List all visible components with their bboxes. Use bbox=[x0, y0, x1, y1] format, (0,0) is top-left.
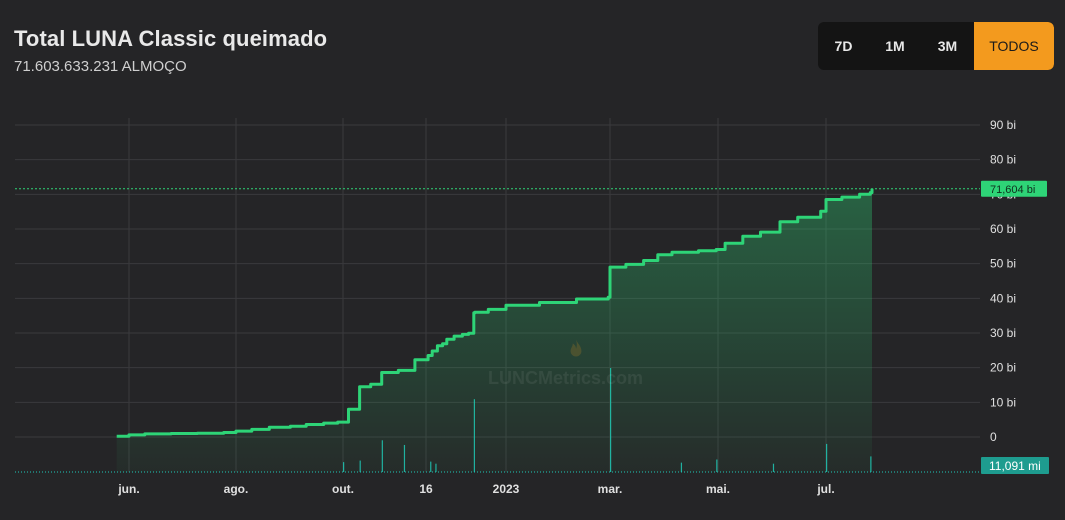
x-tick-label: mai. bbox=[706, 482, 730, 496]
y-tick-label: 40 bi bbox=[990, 291, 1016, 305]
x-tick-label: 16 bbox=[419, 482, 433, 496]
time-range-selector: 7D 1M 3M TODOS bbox=[818, 22, 1054, 70]
x-tick-label: 2023 bbox=[493, 482, 520, 496]
x-tick-label: jul. bbox=[816, 482, 834, 496]
x-axis: jun. ago. out. 16 2023 mar. mai. jul. bbox=[117, 482, 834, 496]
x-tick-label: ago. bbox=[224, 482, 249, 496]
chart-title: Total LUNA Classic queimado bbox=[14, 26, 328, 51]
last-value-label: 71,604 bi bbox=[990, 184, 1035, 196]
volume-value-badge bbox=[981, 457, 1049, 474]
series-line bbox=[116, 188, 874, 438]
range-1m-button[interactable]: 1M bbox=[869, 22, 921, 70]
y-tick-label: 30 bi bbox=[990, 326, 1016, 340]
y-tick-label: 90 bi bbox=[990, 118, 1016, 132]
y-tick-label: 0 bbox=[990, 430, 997, 444]
x-tick-label: out. bbox=[332, 482, 354, 496]
series-total-burned bbox=[116, 188, 874, 473]
y-tick-label: 20 bi bbox=[990, 361, 1016, 375]
flame-icon bbox=[570, 339, 582, 357]
range-3m-button[interactable]: 3M bbox=[921, 22, 974, 70]
series-area bbox=[116, 188, 872, 473]
volume-value-label: 11,091 mi bbox=[989, 459, 1041, 473]
x-tick-label: mar. bbox=[598, 482, 623, 496]
y-tick-label: 10 bi bbox=[990, 395, 1016, 409]
y-tick-label: 60 bi bbox=[990, 222, 1016, 236]
last-value-badge bbox=[981, 180, 1047, 197]
total-burned-value: 71.603.633.231 ALMOÇO bbox=[14, 58, 187, 75]
range-7d-button[interactable]: 7D bbox=[818, 22, 869, 70]
y-tick-label: 80 bi bbox=[990, 153, 1016, 167]
x-tick-label: jun. bbox=[117, 482, 139, 496]
price-markers: 71,604 bi 11,091 mi bbox=[15, 180, 1049, 474]
y-tick-label: 50 bi bbox=[990, 257, 1016, 271]
watermark-text: LUNCMetrics.com bbox=[488, 368, 644, 388]
range-all-button[interactable]: TODOS bbox=[974, 22, 1054, 70]
